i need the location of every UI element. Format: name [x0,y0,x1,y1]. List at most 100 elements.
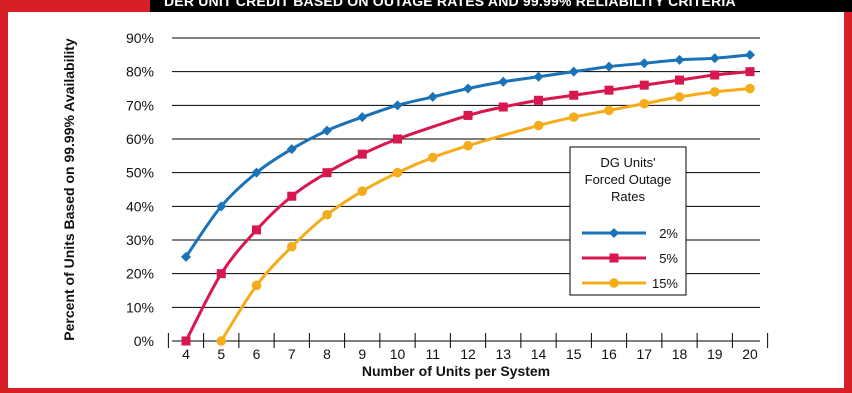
data-point [639,98,650,109]
series [181,49,755,346]
x-tick-label: 15 [566,346,582,362]
y-tick-label: 40% [126,198,154,214]
data-point [216,269,226,279]
data-point [181,336,191,346]
data-point [609,278,619,288]
x-tick-label: 9 [358,346,366,362]
y-tick-label: 70% [126,97,154,113]
y-tick-label: 90% [126,30,154,46]
data-point [463,110,473,120]
data-point [709,87,720,97]
data-point [498,76,509,87]
series-15pct [216,83,755,346]
data-point [427,91,438,102]
y-tick-label: 20% [126,266,154,282]
y-tick-label: 30% [126,232,154,248]
data-point [322,125,332,136]
data-point [498,102,508,112]
x-tick-label: 10 [390,346,406,362]
data-point [216,336,227,346]
data-point [533,120,544,131]
y-tick-label: 10% [126,299,154,315]
data-point [675,75,684,85]
data-point [674,54,685,65]
data-point [251,167,262,178]
y-axis-title: Percent of Units Based on 99.99% Availab… [61,38,77,341]
x-tick-label: 6 [253,346,261,362]
data-point [709,53,720,64]
legend: DG Units' Forced Outage Rates 2% 5% 15% [569,146,687,296]
data-point [216,201,227,212]
data-point [181,251,191,262]
data-point [287,191,297,201]
legend-title-line: Forced Outage [585,172,672,187]
axes [167,333,769,348]
x-tick-label: 12 [460,346,476,362]
x-axis-title: Number of Units per System [362,363,550,379]
legend-box [569,146,687,296]
legend-title: DG Units' Forced Outage Rates [585,155,672,204]
legend-item: 5% [582,251,678,266]
series-line [184,70,751,342]
y-tick-label: 60% [126,131,154,147]
data-point [357,186,368,196]
data-point [286,144,297,155]
data-point [568,112,579,122]
series-2pct [181,49,755,262]
data-point [357,149,367,159]
data-point [745,67,755,77]
data-point [252,225,261,235]
data-point [569,90,579,100]
data-point [568,66,579,77]
data-point [745,49,755,60]
data-point [745,83,755,94]
data-point [534,95,543,105]
y-tick-label: 80% [126,64,154,80]
header-title-bar: DER UNIT CREDIT BASED ON OUTAGE RATES AN… [150,0,852,12]
data-point [393,134,402,144]
x-tick-label: 4 [182,346,190,362]
x-tick-label: 11 [425,346,440,362]
data-point [533,71,544,82]
data-point [609,253,619,263]
x-tick-label: 7 [288,346,296,362]
data-point [609,228,619,238]
data-point [604,61,614,72]
x-tick-label: 14 [531,346,547,362]
x-tick-label: 13 [495,346,511,362]
x-tick-label: 16 [601,346,617,362]
series-5pct [181,67,755,346]
data-point [463,83,473,94]
x-tick-label: 5 [217,346,225,362]
legend-label: 15% [652,276,678,291]
data-point [322,209,332,220]
data-point [251,280,262,291]
data-point [674,92,685,102]
x-tick-label: 17 [636,346,652,362]
data-point [322,168,332,178]
data-point [639,58,650,69]
x-tick-label: 18 [672,346,688,362]
data-point [604,105,614,116]
legend-label: 5% [659,251,678,266]
data-point [357,112,368,123]
data-point [463,140,473,151]
x-tick-label: 20 [742,346,758,362]
data-point [710,70,720,80]
chart: 0% 10% 20% 30% 40% 50% 60% 70% 80% 90% 4 5 6 7 8 9 10 11 1… [61,30,769,379]
x-tick-label: 8 [323,346,331,362]
legend-title-line: Rates [611,189,645,204]
chart-panel: 0% 10% 20% 30% 40% 50% 60% 70% 80% 90% 4 5 6 7 8 9 10 11 1… [8,12,844,388]
legend-title-line: DG Units' [600,155,655,170]
header-title: DER UNIT CREDIT BASED ON OUTAGE RATES AN… [164,0,736,9]
axis-labels: 0% 10% 20% 30% 40% 50% 60% 70% 80% 90% 4 5 6 7 8 9 10 11 1… [61,30,758,379]
legend-item: 15% [582,276,678,291]
legend-item: 2% [582,226,678,241]
y-tick-label: 0% [134,333,154,349]
data-point [639,80,649,90]
data-point [392,100,403,111]
data-point [427,152,438,163]
y-axis-title-line: Percent of Units Based on 99.99% Availab… [61,38,77,341]
x-tick-label: 19 [707,346,723,362]
